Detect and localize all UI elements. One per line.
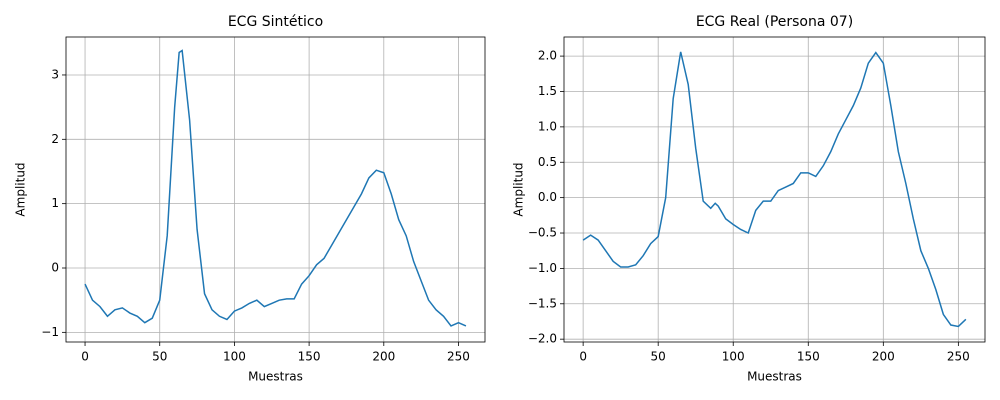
line-series bbox=[582, 51, 967, 328]
y-axis-label: Amplitud bbox=[14, 162, 28, 216]
y-tick-label: 2.0 bbox=[538, 49, 557, 63]
y-tick-label: 1.0 bbox=[538, 119, 557, 133]
line-series bbox=[84, 49, 467, 327]
x-tick-label: 250 bbox=[947, 350, 970, 364]
x-tick-label: 200 bbox=[872, 350, 895, 364]
y-tick-label: 3 bbox=[51, 67, 59, 81]
y-tick-label: −1 bbox=[41, 325, 59, 339]
x-tick-label: 0 bbox=[579, 350, 587, 364]
x-tick-label: 50 bbox=[651, 350, 666, 364]
axes-frame bbox=[65, 36, 486, 343]
y-tick-label: 0.5 bbox=[538, 155, 557, 169]
y-tick-label: 0 bbox=[51, 261, 59, 275]
x-axis-label: Muestras bbox=[248, 370, 303, 384]
y-tick-label: 1 bbox=[51, 196, 59, 210]
x-tick-label: 100 bbox=[722, 350, 745, 364]
y-tick-label: −2.0 bbox=[528, 332, 557, 346]
axes-frame bbox=[563, 36, 986, 343]
x-axis-label: Muestras bbox=[747, 370, 802, 384]
y-tick-label: 2 bbox=[51, 132, 59, 146]
x-tick-label: 150 bbox=[797, 350, 820, 364]
y-tick-label: −1.0 bbox=[528, 261, 557, 275]
y-tick-label: 1.5 bbox=[538, 84, 557, 98]
x-tick-label: 0 bbox=[81, 350, 89, 364]
y-tick-label: −1.5 bbox=[528, 296, 557, 310]
y-tick-label: 0.0 bbox=[538, 190, 557, 204]
x-tick-label: 250 bbox=[447, 350, 470, 364]
x-tick-label: 100 bbox=[223, 350, 246, 364]
chart-title: ECG Sintético bbox=[228, 14, 323, 30]
x-tick-label: 50 bbox=[152, 350, 167, 364]
y-axis-label: Amplitud bbox=[512, 162, 526, 216]
y-tick-label: −0.5 bbox=[528, 226, 557, 240]
x-tick-label: 200 bbox=[372, 350, 395, 364]
chart-title: ECG Real (Persona 07) bbox=[696, 14, 853, 30]
x-tick-label: 150 bbox=[298, 350, 321, 364]
